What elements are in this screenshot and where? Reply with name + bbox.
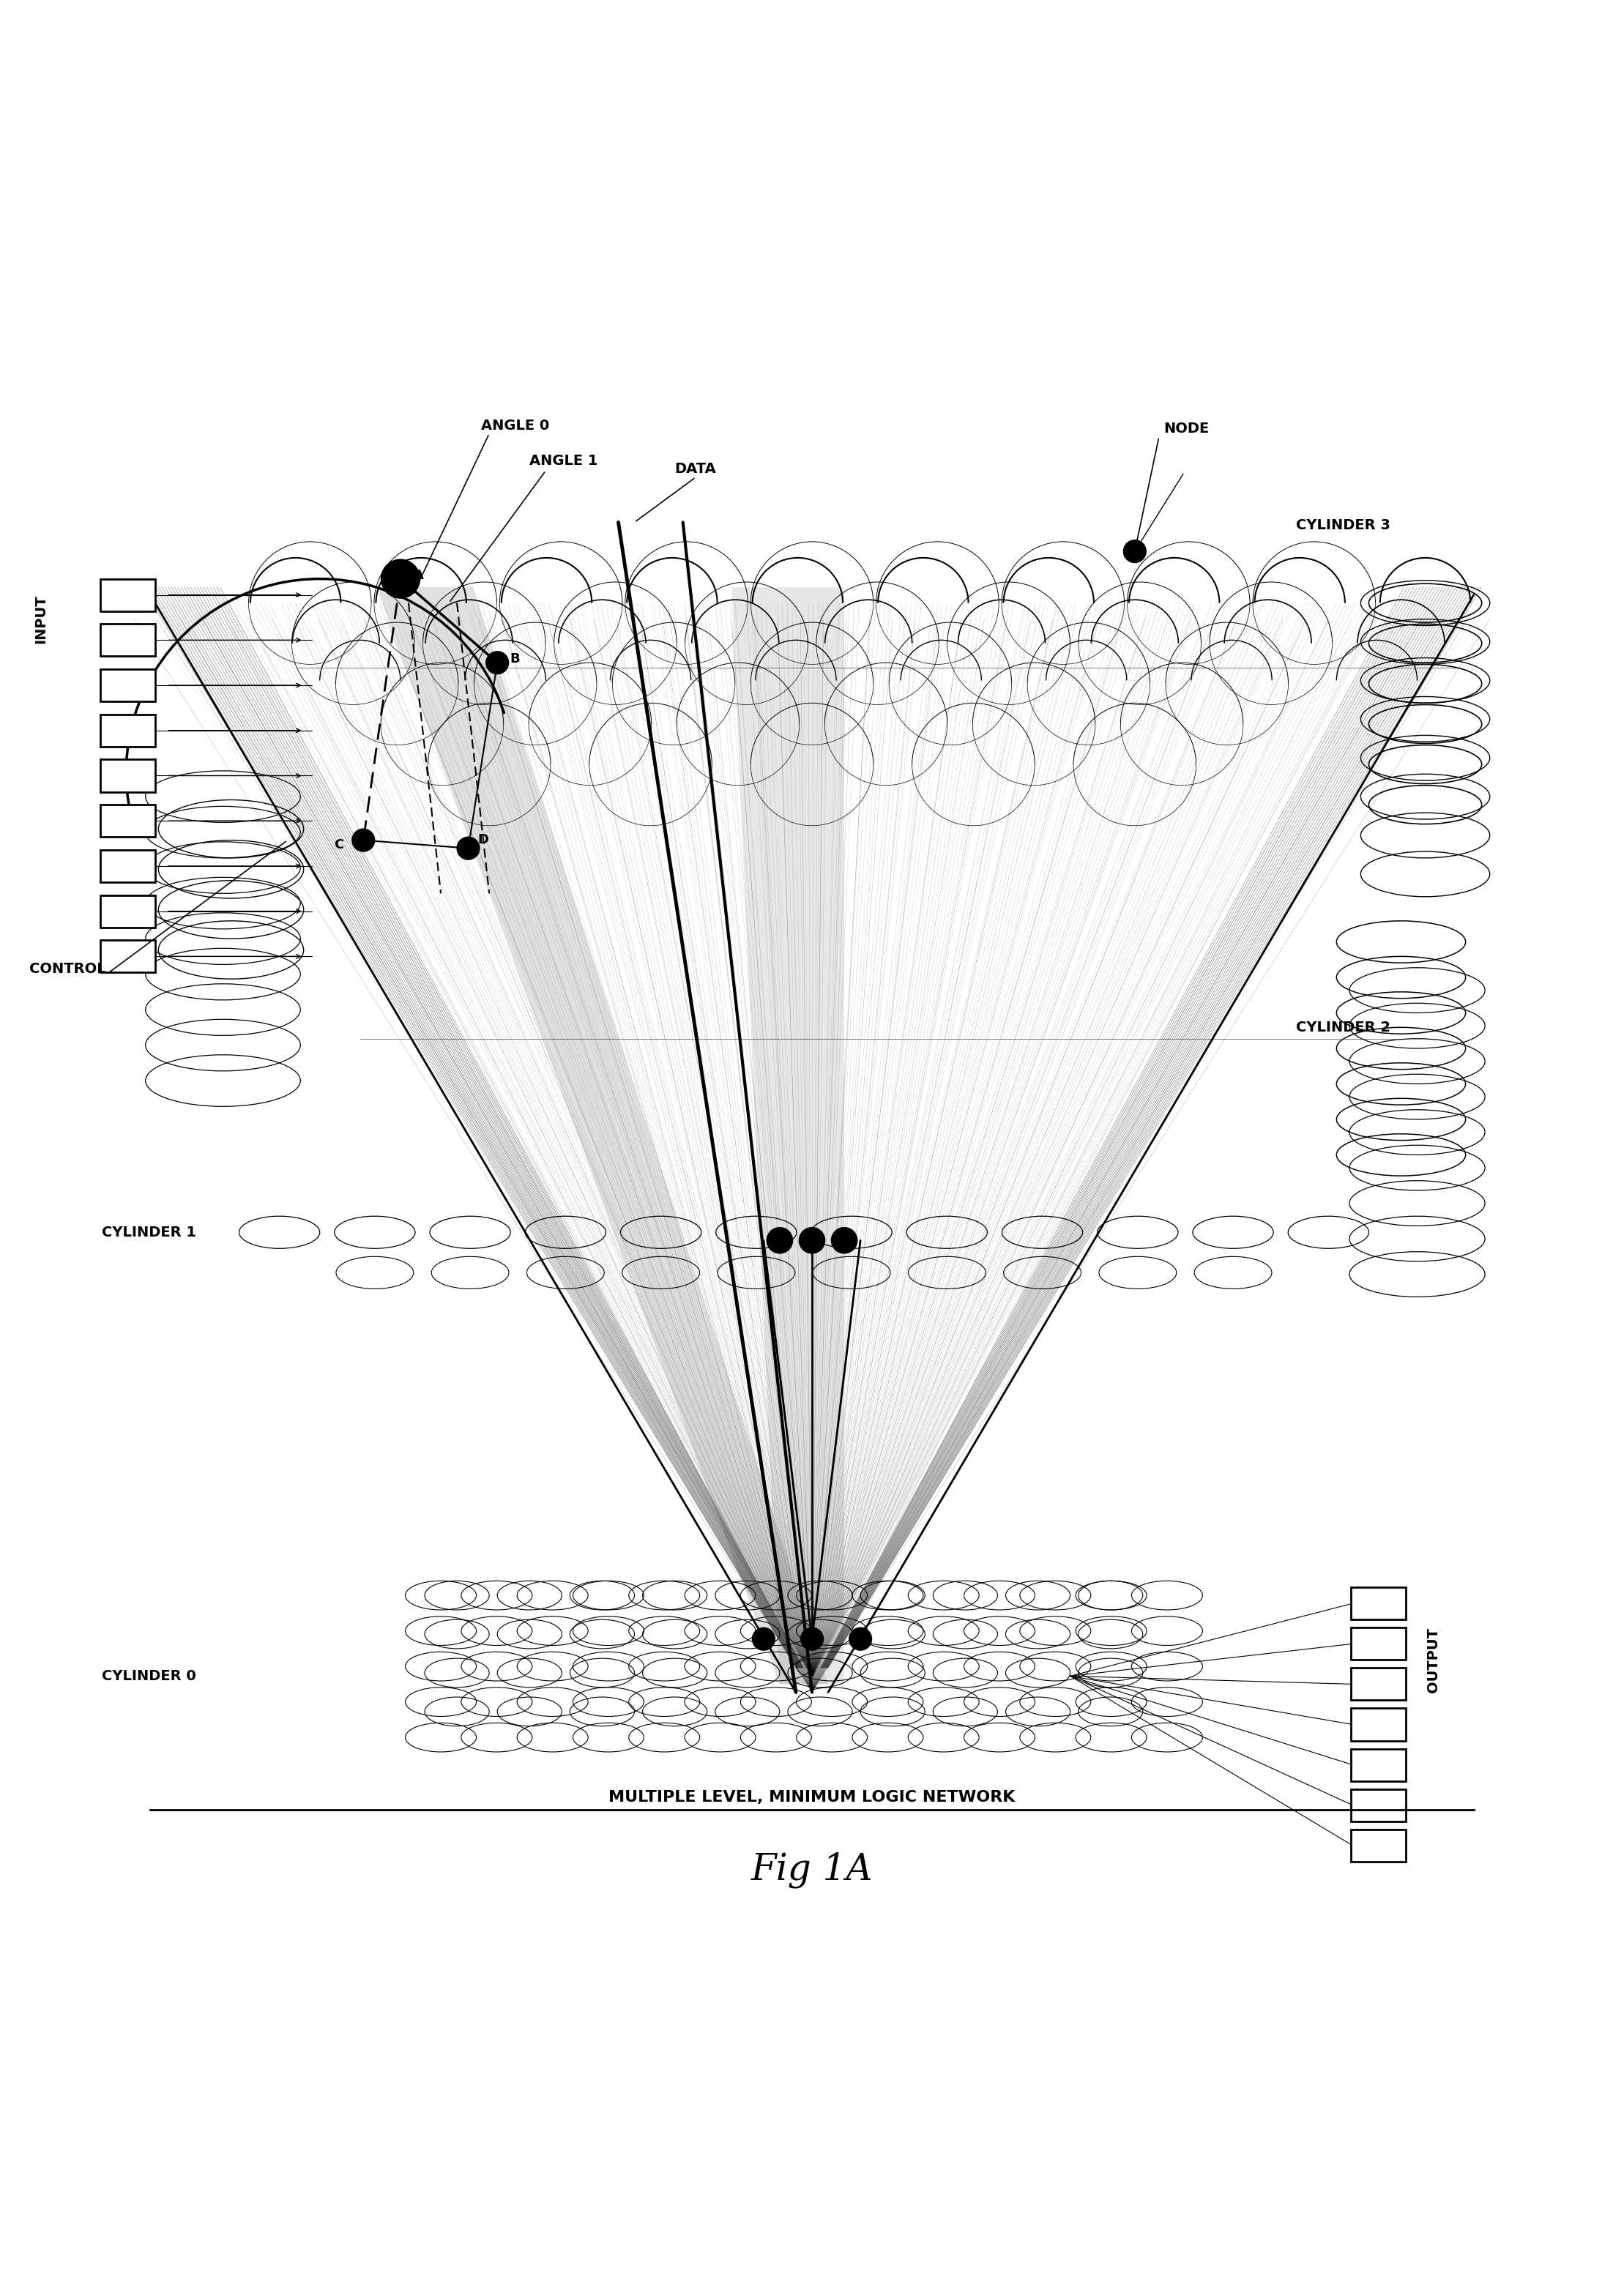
Text: ANGLE 0: ANGLE 0 (481, 418, 549, 431)
FancyBboxPatch shape (1351, 1667, 1406, 1701)
Text: NODE: NODE (1164, 422, 1210, 436)
Circle shape (352, 829, 375, 852)
Text: CONTROL: CONTROL (29, 963, 106, 977)
Polygon shape (377, 586, 828, 1685)
Text: CYLINDER 3: CYLINDER 3 (1296, 518, 1390, 531)
FancyBboxPatch shape (101, 804, 156, 838)
FancyBboxPatch shape (101, 849, 156, 881)
Circle shape (1127, 543, 1143, 559)
FancyBboxPatch shape (1351, 1587, 1406, 1619)
FancyBboxPatch shape (1351, 1749, 1406, 1780)
Circle shape (849, 1628, 872, 1651)
Circle shape (767, 1229, 793, 1254)
Text: B: B (510, 652, 520, 665)
Circle shape (801, 1628, 823, 1651)
Text: CYLINDER 0: CYLINDER 0 (102, 1669, 197, 1683)
Text: ANGLE 1: ANGLE 1 (529, 454, 598, 468)
FancyBboxPatch shape (101, 579, 156, 611)
Text: MULTIPLE LEVEL, MINIMUM LOGIC NETWORK: MULTIPLE LEVEL, MINIMUM LOGIC NETWORK (609, 1790, 1015, 1805)
Text: CYLINDER 2: CYLINDER 2 (1296, 1020, 1390, 1033)
Text: DATA: DATA (676, 461, 716, 477)
Text: OUTPUT: OUTPUT (1426, 1628, 1440, 1692)
FancyBboxPatch shape (101, 940, 156, 972)
FancyBboxPatch shape (101, 670, 156, 702)
FancyBboxPatch shape (1351, 1628, 1406, 1660)
Circle shape (456, 838, 479, 858)
Circle shape (382, 559, 421, 597)
Polygon shape (731, 586, 844, 1685)
Circle shape (1124, 540, 1147, 563)
Text: D: D (477, 833, 489, 847)
Circle shape (486, 652, 508, 674)
FancyBboxPatch shape (1351, 1830, 1406, 1862)
Circle shape (799, 1229, 825, 1254)
Text: C: C (335, 838, 344, 852)
Circle shape (831, 1229, 857, 1254)
FancyBboxPatch shape (101, 759, 156, 793)
Text: A: A (414, 568, 424, 581)
FancyBboxPatch shape (1351, 1790, 1406, 1821)
FancyBboxPatch shape (101, 895, 156, 927)
FancyBboxPatch shape (101, 625, 156, 656)
Text: CYLINDER 1: CYLINDER 1 (102, 1226, 197, 1240)
Text: Fig 1A: Fig 1A (750, 1851, 874, 1887)
FancyBboxPatch shape (101, 715, 156, 747)
FancyBboxPatch shape (1351, 1708, 1406, 1740)
Circle shape (752, 1628, 775, 1651)
Text: INPUT: INPUT (34, 595, 47, 643)
